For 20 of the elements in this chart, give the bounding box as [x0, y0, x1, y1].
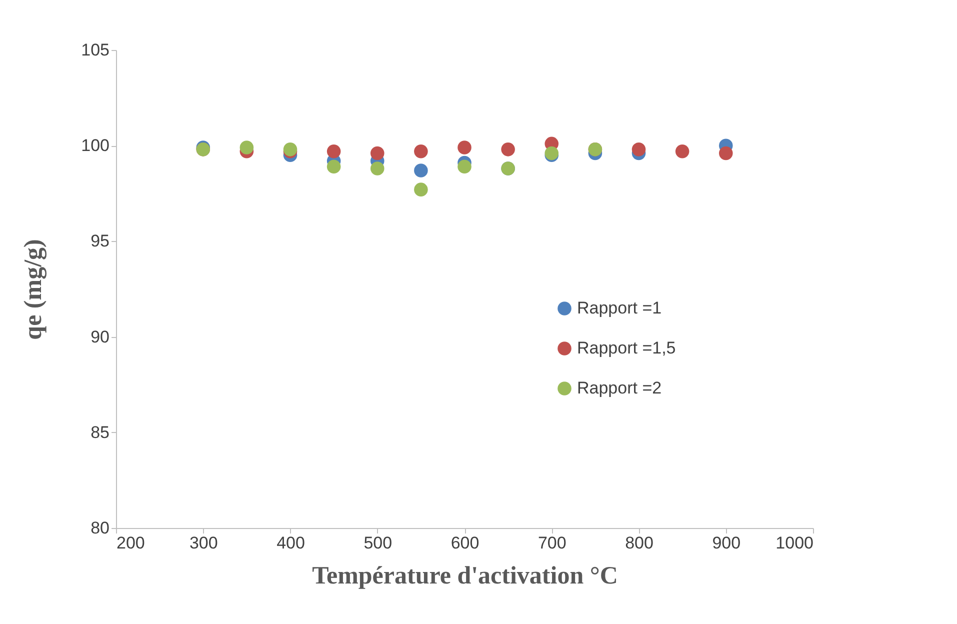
y-axis-title: qe (mg/g)	[20, 239, 48, 340]
legend-label: Rapport =1	[577, 298, 662, 318]
x-tick-label: 200	[116, 534, 145, 552]
x-tick-label: 700	[538, 534, 566, 552]
x-tick-label: 900	[712, 534, 741, 552]
legend-label: Rapport =1,5	[577, 338, 676, 358]
x-tick-label: 500	[364, 534, 392, 552]
y-tick-label: 85	[90, 422, 110, 442]
x-tick-label: 600	[450, 534, 480, 552]
legend-label: Rapport =2	[577, 378, 662, 398]
y-tick-label: 90	[90, 327, 110, 346]
x-tick-label: 1000	[776, 534, 814, 552]
y-tick-label: 80	[90, 518, 110, 538]
x-tick-label: 400	[276, 534, 305, 552]
x-tick-label: 300	[189, 534, 218, 552]
x-axis-title: Température d'activation °C	[312, 562, 618, 590]
y-tick-label: 95	[90, 232, 110, 251]
y-tick-label: 105	[81, 40, 110, 60]
y-tick-label: 100	[81, 136, 110, 156]
x-tick-label: 800	[625, 534, 654, 552]
